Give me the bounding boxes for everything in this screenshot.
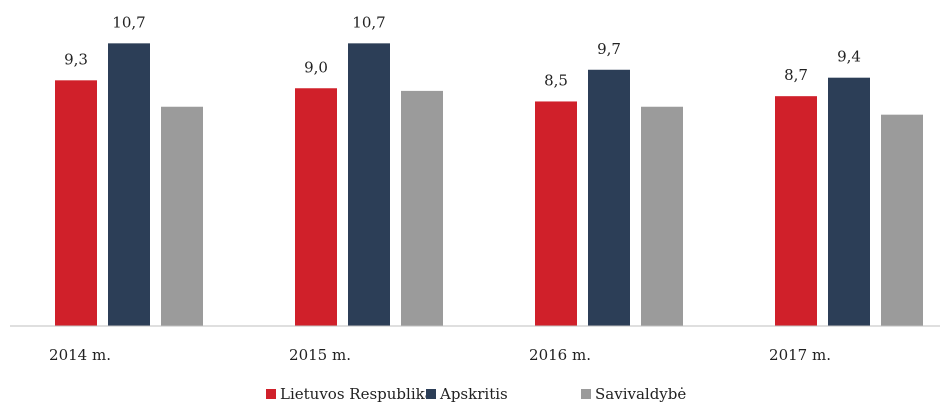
- bar: [881, 114, 923, 327]
- legend-swatch: [426, 389, 436, 399]
- x-tick-label: 2016 m.: [529, 346, 591, 364]
- bar: [775, 96, 817, 326]
- bar: [641, 106, 683, 326]
- legend-swatch: [581, 389, 591, 399]
- bar: [161, 106, 203, 326]
- data-label: 8,7: [784, 66, 808, 84]
- x-tick-label: 2015 m.: [289, 346, 351, 364]
- x-tick-label: 2017 m.: [769, 346, 831, 364]
- bar: [828, 77, 870, 326]
- bar: [535, 101, 577, 326]
- data-label: 9,0: [304, 58, 328, 76]
- data-label: 8,5: [544, 71, 568, 89]
- data-label: 9,3: [64, 50, 88, 68]
- legend-label: Lietuvos Respublika: [280, 385, 434, 403]
- x-tick-label: 2014 m.: [49, 346, 111, 364]
- bar: [108, 43, 150, 326]
- legend-label: Savivaldybė: [595, 385, 686, 403]
- data-label: 9,7: [597, 40, 621, 58]
- bar: [401, 90, 443, 327]
- bar: [588, 69, 630, 326]
- legend-label: Apskritis: [439, 385, 508, 403]
- legend-swatch: [266, 389, 276, 399]
- bar: [348, 43, 390, 326]
- data-label: 9,4: [837, 48, 861, 66]
- data-label: 10,7: [112, 13, 145, 31]
- bar: [55, 80, 97, 326]
- data-label: 10,7: [352, 13, 385, 31]
- bar: [295, 88, 337, 326]
